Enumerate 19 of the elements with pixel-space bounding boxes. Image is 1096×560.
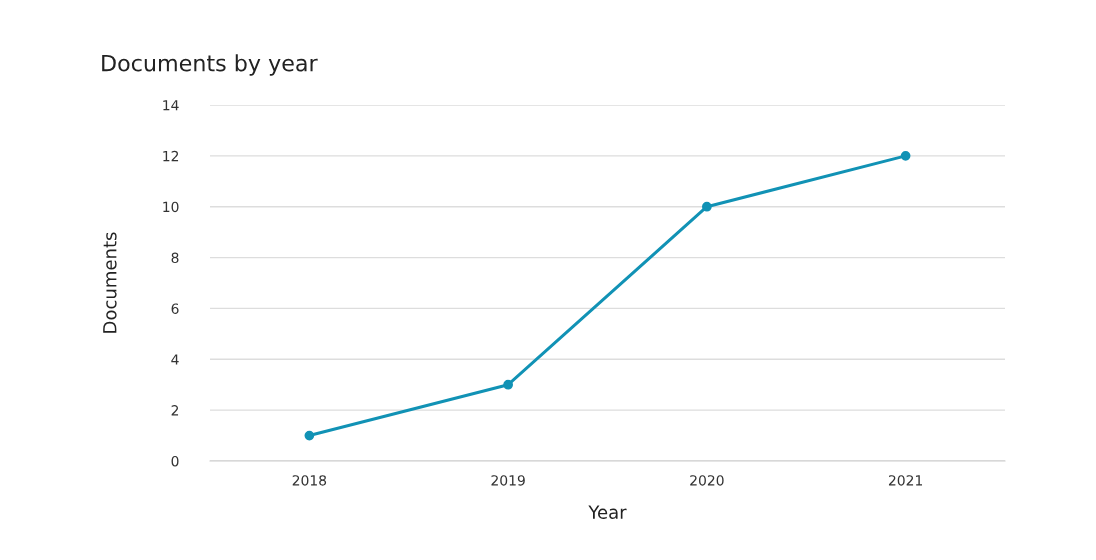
chart-title: Documents by year [102, 54, 318, 76]
y-axis-title: Documents [103, 232, 117, 333]
point [900, 150, 911, 161]
x-tick-label: 2018 [292, 475, 327, 486]
y-tick-label: 6 [171, 303, 179, 314]
point [503, 379, 513, 390]
point [304, 430, 315, 441]
y-tick-label: 12 [163, 150, 179, 162]
y-tick-label: 10 [163, 201, 179, 213]
y-tick-label: 0 [171, 455, 179, 467]
point [702, 201, 712, 212]
x-tick-label: 2021 [888, 475, 923, 486]
y-tick-label: 14 [163, 100, 179, 111]
x-tick-label: 2019 [491, 475, 525, 486]
x-axis-title: Year [588, 505, 627, 519]
y-tick-label: 2 [171, 405, 179, 416]
x-tick-label: 2020 [690, 475, 724, 486]
y-tick-label: 4 [171, 354, 179, 365]
y-tick-label: 8 [171, 252, 179, 264]
